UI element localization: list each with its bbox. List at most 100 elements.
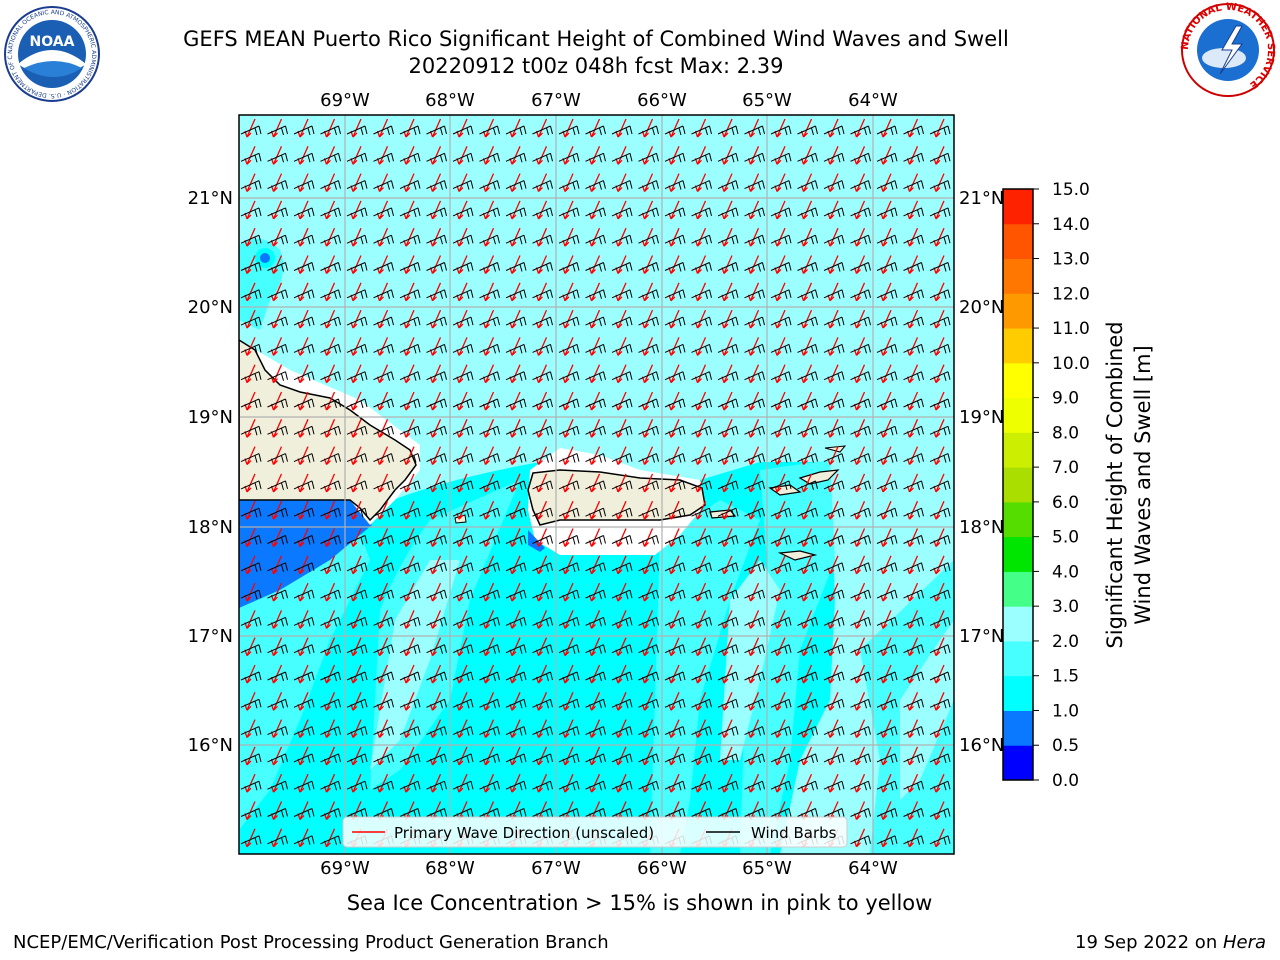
wind-barb: [479, 125, 500, 136]
wind-barb: [452, 343, 474, 354]
colorbar-segment: [1003, 397, 1033, 433]
wind-barb: [611, 234, 633, 245]
wind-barb: [664, 207, 686, 218]
wind-barb: [532, 507, 553, 518]
wind-barb: [850, 207, 871, 218]
wind-barb: [638, 616, 659, 627]
wind-barb: [320, 343, 341, 354]
wind-barb: [558, 507, 580, 518]
lon-label-top: 67°W: [531, 90, 581, 111]
wind-barb: [399, 371, 421, 381]
wind-barb: [293, 726, 315, 736]
wind-barb: [797, 425, 818, 436]
wind-barb: [850, 125, 871, 136]
colorbar-tick-label: 12.0: [1052, 284, 1090, 304]
wind-barb: [346, 644, 368, 654]
wind-barb: [426, 234, 447, 245]
wind-barb: [717, 698, 739, 709]
title-line-2: 20220912 t00z 048h fcst Max: 2.39: [408, 54, 784, 78]
wind-barb: [240, 262, 262, 272]
wind-barb: [664, 616, 686, 627]
wind-barb: [373, 425, 394, 436]
land-hispaniola: [239, 339, 417, 522]
wind-barb: [320, 207, 341, 218]
wind-barb: [876, 398, 898, 409]
wind-barb: [293, 152, 315, 163]
wind-barb: [611, 808, 633, 818]
wind-barb: [691, 234, 712, 245]
wind-barb: [797, 671, 818, 682]
wind-barb: [770, 808, 792, 818]
wind-barb: [611, 616, 633, 627]
wind-barb: [850, 152, 871, 163]
wind-barb: [293, 207, 315, 218]
wind-barb: [770, 480, 792, 491]
colorbar-tick-label: 15.0: [1052, 180, 1090, 200]
wind-barb: [558, 644, 580, 654]
wind-barb: [664, 671, 686, 682]
wind-barb: [585, 453, 606, 463]
wind-barb: [770, 180, 792, 190]
colorbar-segment: [1003, 432, 1033, 468]
wind-barb: [240, 234, 262, 245]
sea-ice-caption: Sea Ice Concentration > 15% is shown in …: [346, 891, 933, 915]
wind-barb: [770, 398, 792, 409]
wind-barb: [293, 289, 315, 299]
wind-barb: [426, 616, 447, 627]
colorbar-segment: [1003, 258, 1033, 294]
wind-barb: [558, 262, 580, 272]
wind-barb: [240, 535, 262, 545]
wind-barb: [797, 753, 818, 764]
wind-barb: [267, 180, 288, 190]
wind-barb: [558, 726, 580, 736]
wind-barb: [426, 480, 447, 491]
wind-barb: [399, 343, 421, 354]
wind-barb: [240, 671, 262, 682]
wind-barb: [293, 453, 315, 463]
wind-barb: [426, 262, 447, 272]
wind-barb: [850, 780, 871, 791]
wind-barb: [240, 808, 262, 818]
wind-barb: [664, 262, 686, 272]
wind-barb: [293, 316, 315, 327]
lat-label-right: 19°N: [959, 407, 1004, 428]
colorbar-segment: [1003, 675, 1033, 711]
wind-barb: [611, 398, 633, 409]
wind-barb: [452, 480, 474, 491]
wind-barb: [823, 125, 845, 136]
wind-barb: [399, 207, 421, 218]
wind-barb: [373, 480, 394, 491]
wind-barb: [346, 234, 368, 245]
wind-barb: [611, 207, 633, 218]
wind-barb: [876, 343, 898, 354]
wind-barb: [823, 808, 845, 818]
wind-barb: [585, 698, 606, 709]
wind-barb: [346, 371, 368, 381]
wind-barb: [373, 262, 394, 272]
wind-barb: [638, 234, 659, 245]
wind-barb: [505, 125, 527, 136]
wind-barb: [505, 343, 527, 354]
wind-barb: [797, 262, 818, 272]
wind-barb: [479, 671, 500, 682]
wind-barb: [320, 125, 341, 136]
wind-barb: [399, 698, 421, 709]
wind-barb: [744, 371, 765, 381]
wind-barb: [293, 835, 315, 845]
wind-barb: [797, 616, 818, 627]
wind-barb: [426, 535, 447, 545]
wind-barb: [691, 644, 712, 654]
wind-barb: [452, 125, 474, 136]
wind-barb: [717, 207, 739, 218]
colorbar-segment: [1003, 362, 1033, 399]
wind-barb: [903, 753, 924, 764]
wind-barb: [320, 453, 341, 463]
wind-barb: [638, 316, 659, 327]
wind-barb: [505, 371, 527, 381]
wind-barb: [823, 234, 845, 245]
sea-fill-light-strip-a: [370, 560, 460, 770]
wind-barb: [638, 698, 659, 709]
wind-barb: [797, 780, 818, 791]
wind-barb: [373, 234, 394, 245]
colorbar-tick-label: 0.0: [1052, 771, 1079, 791]
